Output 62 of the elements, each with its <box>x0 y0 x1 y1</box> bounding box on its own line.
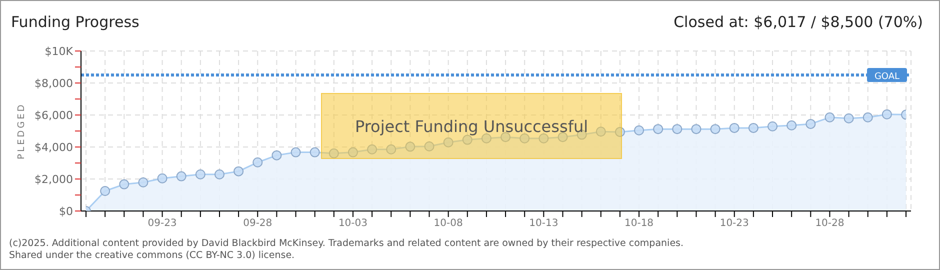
y-axis-title: PLEDGED <box>17 102 28 160</box>
x-tick-label: 10-18 <box>624 218 654 230</box>
point <box>119 179 130 190</box>
point <box>862 112 873 122</box>
point <box>386 144 396 154</box>
point <box>596 126 606 137</box>
y-tick-label: $0 <box>59 204 73 218</box>
point <box>424 141 434 152</box>
chart-title: Funding Progress <box>11 13 140 31</box>
point <box>538 133 549 144</box>
point <box>234 166 244 176</box>
point <box>691 124 702 134</box>
y-tick-label: $2,000 <box>34 172 73 186</box>
point <box>272 150 282 160</box>
point <box>882 109 892 120</box>
point <box>653 124 664 134</box>
point <box>176 171 186 182</box>
point <box>481 133 492 144</box>
point <box>328 148 339 158</box>
point <box>672 124 682 134</box>
point <box>290 147 301 158</box>
y-tick-label: $10K <box>44 44 74 58</box>
point <box>367 144 378 154</box>
point <box>824 112 835 122</box>
point <box>405 142 416 152</box>
point <box>729 122 740 133</box>
point <box>138 177 148 188</box>
point <box>748 122 758 133</box>
point <box>710 124 720 134</box>
point <box>100 186 110 196</box>
point <box>310 147 320 158</box>
x-tick-label: 10-03 <box>338 218 368 230</box>
point <box>157 173 168 184</box>
chart-subtitle: Closed at: $6,017 / $8,500 (70%) <box>674 13 923 31</box>
text: Shared under the creative commons (CC BY-NC 3.0) license. <box>9 250 296 262</box>
x-tick-label: 09-28 <box>243 218 272 230</box>
point <box>252 157 263 168</box>
x-tick-label: 10-13 <box>529 218 558 230</box>
annotation: Project Funding Unsuccessful <box>354 116 588 136</box>
point <box>520 133 530 144</box>
y-tick-label: $4,000 <box>34 140 73 154</box>
point <box>786 120 797 130</box>
point <box>462 134 472 145</box>
point <box>634 125 644 136</box>
point <box>614 126 625 137</box>
point <box>195 169 206 180</box>
x-tick-label: 10-28 <box>815 218 844 230</box>
point <box>558 132 568 142</box>
point <box>768 121 778 132</box>
x-tick-label: 09-23 <box>148 218 177 230</box>
y-tick-label: $6,000 <box>34 108 73 122</box>
point <box>443 137 454 148</box>
x-tick-label: 10-08 <box>434 218 463 230</box>
point <box>806 118 816 129</box>
text: (c)2025. Additional content provided by David Blackbird McKinsey. Trademarks and related content are owned by their respective companies. <box>9 238 684 250</box>
point <box>844 113 854 124</box>
point <box>348 147 358 158</box>
point <box>500 132 511 142</box>
y-tick-label: $8,000 <box>34 76 73 90</box>
ref-line-label: GOAL <box>874 72 900 82</box>
x-tick-label: 10-23 <box>720 218 749 230</box>
point <box>214 169 224 180</box>
